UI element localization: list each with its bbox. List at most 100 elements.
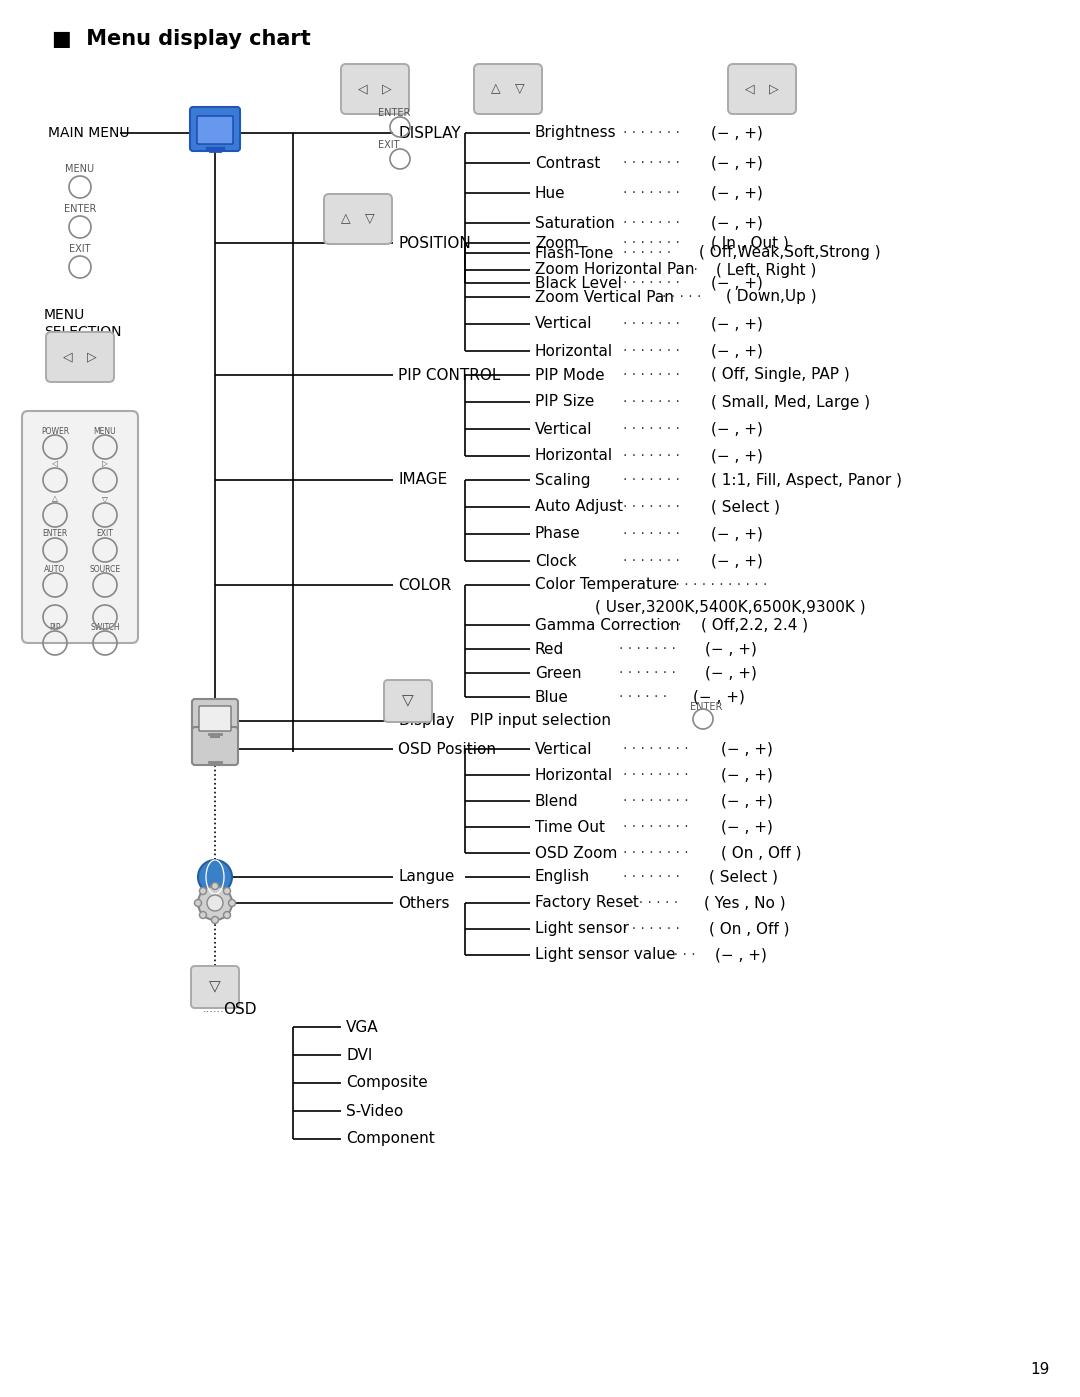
Circle shape	[212, 883, 218, 890]
Circle shape	[229, 900, 235, 907]
Text: Auto Adjust: Auto Adjust	[535, 500, 623, 514]
Text: ▷: ▷	[103, 460, 108, 468]
Text: SELECTION: SELECTION	[44, 326, 121, 339]
Text: ▷: ▷	[87, 351, 97, 363]
Text: · · · · · · ·: · · · · · · ·	[623, 126, 680, 140]
Text: (− , +): (− , +)	[711, 553, 762, 569]
Text: ( Off,Weak,Soft,Strong ): ( Off,Weak,Soft,Strong )	[699, 246, 880, 260]
Text: POWER: POWER	[41, 426, 69, 436]
Text: ENTER: ENTER	[42, 529, 68, 538]
FancyBboxPatch shape	[192, 726, 238, 766]
Text: · · · · · · ·: · · · · · · ·	[623, 186, 680, 200]
Text: · · · · · · · ·: · · · · · · · ·	[623, 742, 689, 756]
Text: Zoom Horizontal Pan: Zoom Horizontal Pan	[535, 263, 694, 278]
Text: Brightness: Brightness	[535, 126, 617, 141]
Text: SWITCH: SWITCH	[91, 623, 120, 631]
Text: PIP: PIP	[50, 623, 60, 631]
Text: (− , +): (− , +)	[711, 155, 762, 170]
Text: English: English	[535, 869, 590, 884]
Text: · · · · · · ·: · · · · · · ·	[623, 474, 680, 488]
Text: · · · · · · ·: · · · · · · ·	[619, 643, 676, 657]
Text: Time Out: Time Out	[535, 820, 605, 834]
Text: · · · · · · ·: · · · · · · ·	[623, 217, 680, 231]
Circle shape	[198, 886, 232, 921]
Text: (− , +): (− , +)	[711, 527, 762, 542]
Text: ( In , Out ): ( In , Out )	[711, 236, 788, 250]
Text: MENU: MENU	[44, 307, 85, 321]
Text: Others: Others	[399, 895, 449, 911]
Text: Horizontal: Horizontal	[535, 767, 613, 782]
Text: (− , +): (− , +)	[711, 186, 762, 201]
Text: · · · · · · ·: · · · · · · ·	[623, 367, 680, 381]
Text: Saturation: Saturation	[535, 215, 615, 231]
Text: · · · · · ·: · · · · · ·	[630, 895, 678, 909]
Text: Flash-Tone: Flash-Tone	[535, 246, 615, 260]
Text: POSITION: POSITION	[399, 236, 471, 250]
FancyBboxPatch shape	[197, 116, 233, 144]
Text: · · · ·: · · · ·	[665, 949, 696, 963]
Text: Color Temperature: Color Temperature	[535, 577, 677, 592]
Text: ( Yes , No ): ( Yes , No )	[704, 895, 785, 911]
Text: · · · · · · ·: · · · · · · ·	[623, 395, 680, 409]
FancyBboxPatch shape	[190, 108, 240, 151]
Text: ◁: ◁	[359, 82, 368, 95]
FancyBboxPatch shape	[341, 64, 409, 115]
Text: ▽: ▽	[103, 495, 108, 503]
Text: ......: ......	[203, 1004, 225, 1014]
Text: Horizontal: Horizontal	[535, 344, 613, 359]
Text: · · · · · · · · · · · · ·: · · · · · · · · · · · · ·	[658, 578, 768, 592]
Text: Zoom Vertical Pan: Zoom Vertical Pan	[535, 289, 674, 305]
Text: · · · · · ·: · · · · · ·	[623, 246, 671, 260]
Text: Zoom: Zoom	[535, 236, 579, 250]
Text: · · · · · · ·: · · · · · · ·	[619, 666, 676, 680]
Text: Black Level: Black Level	[535, 275, 622, 291]
Circle shape	[200, 887, 206, 894]
FancyBboxPatch shape	[199, 705, 231, 731]
Text: Display: Display	[399, 714, 455, 728]
Text: ( Off,2.2, 2.4 ): ( Off,2.2, 2.4 )	[701, 617, 808, 633]
Text: EXIT: EXIT	[96, 529, 113, 538]
Text: ( Down,Up ): ( Down,Up )	[726, 289, 816, 305]
Circle shape	[212, 916, 218, 923]
Text: Composite: Composite	[346, 1076, 428, 1091]
Circle shape	[194, 900, 202, 907]
Text: ( Off, Single, PAP ): ( Off, Single, PAP )	[711, 367, 850, 383]
Text: Blue: Blue	[535, 690, 569, 704]
Text: ▽: ▽	[402, 693, 414, 708]
Text: ( On , Off ): ( On , Off )	[708, 922, 789, 936]
Circle shape	[224, 911, 230, 918]
Text: OSD Zoom: OSD Zoom	[535, 845, 618, 861]
Circle shape	[224, 887, 230, 894]
Text: Light sensor value: Light sensor value	[535, 947, 675, 963]
Text: (− , +): (− , +)	[721, 767, 773, 782]
Text: DISPLAY: DISPLAY	[399, 126, 461, 141]
Text: (− , +): (− , +)	[711, 275, 762, 291]
Text: · · ·: · · ·	[676, 263, 698, 277]
FancyBboxPatch shape	[191, 965, 239, 1009]
Text: Green: Green	[535, 665, 581, 680]
Text: ◁: ◁	[745, 82, 755, 95]
Text: · · · · · · ·: · · · · · · ·	[623, 527, 680, 541]
Text: (− , +): (− , +)	[711, 215, 762, 231]
Text: · · · · · · ·: · · · · · · ·	[623, 236, 680, 250]
Text: (− , +): (− , +)	[711, 422, 762, 436]
FancyBboxPatch shape	[474, 64, 542, 115]
Text: · · · · · · ·: · · · · · · ·	[623, 448, 680, 462]
Text: IMAGE: IMAGE	[399, 472, 447, 488]
Text: Langue: Langue	[399, 869, 455, 884]
FancyBboxPatch shape	[384, 680, 432, 722]
Text: AUTO: AUTO	[44, 564, 66, 574]
Text: Horizontal: Horizontal	[535, 448, 613, 464]
Text: Clock: Clock	[535, 553, 577, 569]
Text: DVI: DVI	[346, 1048, 373, 1063]
Text: (− , +): (− , +)	[693, 690, 745, 704]
FancyBboxPatch shape	[324, 194, 392, 244]
Text: Phase: Phase	[535, 527, 581, 542]
Text: ( Left, Right ): ( Left, Right )	[716, 263, 816, 278]
Text: Red: Red	[535, 641, 564, 657]
Text: VGA: VGA	[346, 1020, 379, 1035]
Text: · · · · · · ·: · · · · · · ·	[623, 277, 680, 291]
Text: ◁: ◁	[64, 351, 72, 363]
Text: EXIT: EXIT	[69, 244, 91, 254]
Text: ( On , Off ): ( On , Off )	[721, 845, 801, 861]
